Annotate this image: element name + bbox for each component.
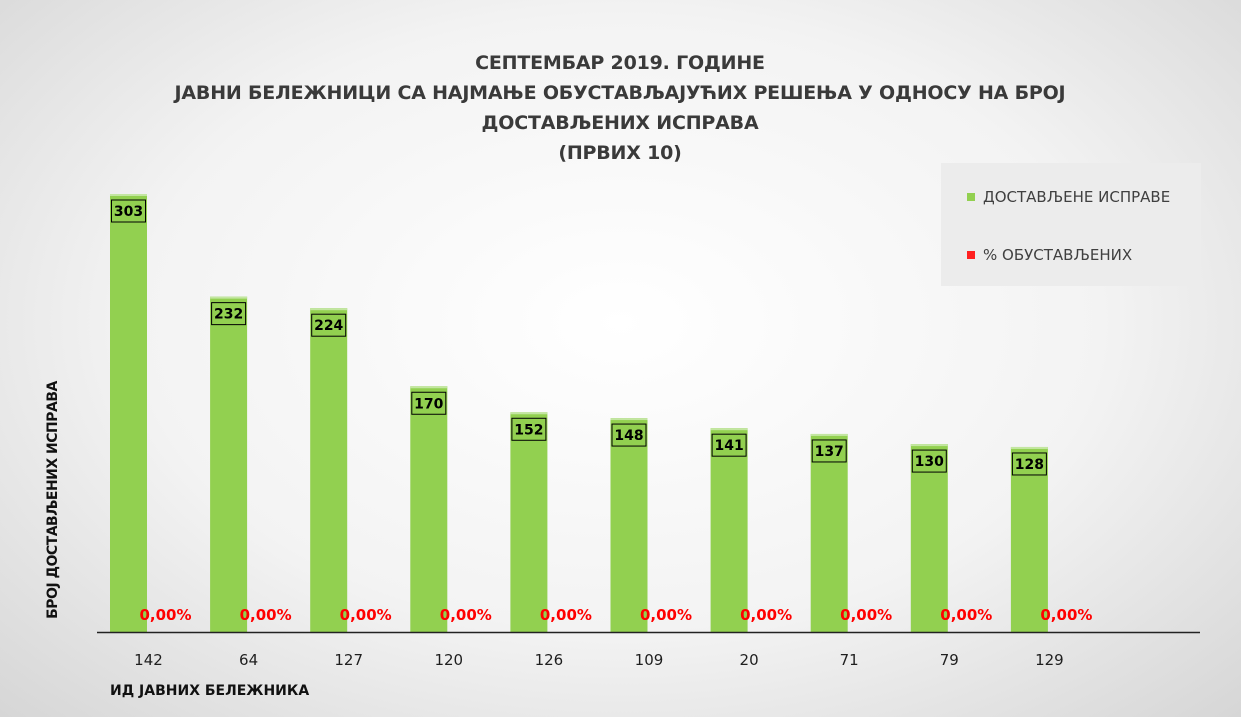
bar <box>310 308 348 632</box>
legend-label-documents: ДОСТАВЉЕНЕ ИСПРАВЕ <box>983 188 1171 206</box>
bar <box>110 194 147 632</box>
x-tick-label: 109 <box>635 651 664 669</box>
x-axis-title: ИД ЈАВНИХ БЕЛЕЖНИКА <box>110 683 310 699</box>
bar-value-label-box <box>811 439 847 463</box>
percent-label: 0,00% <box>240 606 292 624</box>
x-tick-label: 20 <box>740 651 759 669</box>
bar <box>1010 446 1048 632</box>
bar-value-label: 303 <box>114 204 143 220</box>
percent-label: 0,00% <box>740 606 792 624</box>
bar-value-label-box <box>411 391 447 415</box>
bar-value-label-box <box>911 449 947 473</box>
bar <box>810 433 848 632</box>
bar <box>610 418 648 632</box>
bar <box>410 386 448 632</box>
bar-value-label: 148 <box>614 428 643 444</box>
bar-value-label-box <box>311 313 347 337</box>
bar-value-label: 137 <box>815 444 844 460</box>
bar <box>510 412 548 632</box>
percent-label: 0,00% <box>940 606 992 624</box>
bar-value-label-box <box>711 433 747 457</box>
percent-label: 0,00% <box>139 606 191 624</box>
legend-label-percent: % ОБУСТАВЉЕНИХ <box>983 246 1133 264</box>
bar-value-label: 232 <box>214 307 243 323</box>
bar-top <box>510 412 548 415</box>
bar-top <box>910 444 948 447</box>
legend: ДОСТАВЉЕНЕ ИСПРАВЕ % ОБУСТАВЉЕНИХ <box>941 163 1201 286</box>
bar-value-label: 128 <box>1015 457 1044 473</box>
bar-top <box>710 428 748 431</box>
bar-value-label: 170 <box>414 396 443 412</box>
bar <box>710 428 748 632</box>
percent-label: 0,00% <box>340 606 392 624</box>
x-tick-label: 79 <box>940 651 959 669</box>
bar-value-label: 224 <box>314 318 343 334</box>
bar-value-label-box <box>1011 452 1047 476</box>
chart-title-line-1: СЕПТЕМБАР 2019. ГОДИНЕ <box>475 52 765 74</box>
bar-top <box>1010 446 1048 449</box>
bar-top <box>210 296 248 299</box>
legend-item-documents: ДОСТАВЉЕНЕ ИСПРАВЕ <box>967 188 1170 206</box>
bar-value-label: 130 <box>915 454 944 470</box>
percent-label: 0,00% <box>640 606 692 624</box>
bar-top <box>810 433 848 436</box>
legend-swatch-red <box>967 251 975 259</box>
legend-swatch-green <box>967 193 975 201</box>
x-tick-label: 129 <box>1035 651 1064 669</box>
bar-value-label-box <box>111 199 146 223</box>
chart-title-line-3: ДОСТАВЉЕНИХ ИСПРАВА <box>481 112 759 134</box>
legend-item-percent: % ОБУСТАВЉЕНИХ <box>967 246 1132 264</box>
percent-label: 0,00% <box>540 606 592 624</box>
bar <box>210 296 248 632</box>
x-tick-label: 126 <box>535 651 564 669</box>
x-tick-label: 127 <box>334 651 363 669</box>
chart-title-line-2: ЈАВНИ БЕЛЕЖНИЦИ СА НАЈМАЊЕ ОБУСТАВЉАЈУЋИ… <box>174 82 1066 104</box>
x-tick-label: 64 <box>239 651 258 669</box>
percent-label: 0,00% <box>840 606 892 624</box>
bar-value-label-box <box>511 417 547 441</box>
bar-top <box>410 386 448 389</box>
bar-value-label: 141 <box>714 438 743 454</box>
bar-top <box>610 418 648 421</box>
x-tick-label: 71 <box>840 651 859 669</box>
bar-top <box>310 308 348 311</box>
bar-value-label-box <box>211 302 247 326</box>
x-tick-label: 120 <box>434 651 463 669</box>
bar-top <box>110 194 147 196</box>
bar-value-label: 152 <box>514 422 543 438</box>
chart-title-line-4: (ПРВИХ 10) <box>558 142 682 164</box>
bar <box>910 444 948 632</box>
bar-value-label-box <box>611 423 647 447</box>
percent-label: 0,00% <box>440 606 492 624</box>
percent-label: 0,00% <box>1040 606 1092 624</box>
x-tick-label: 142 <box>134 651 163 669</box>
